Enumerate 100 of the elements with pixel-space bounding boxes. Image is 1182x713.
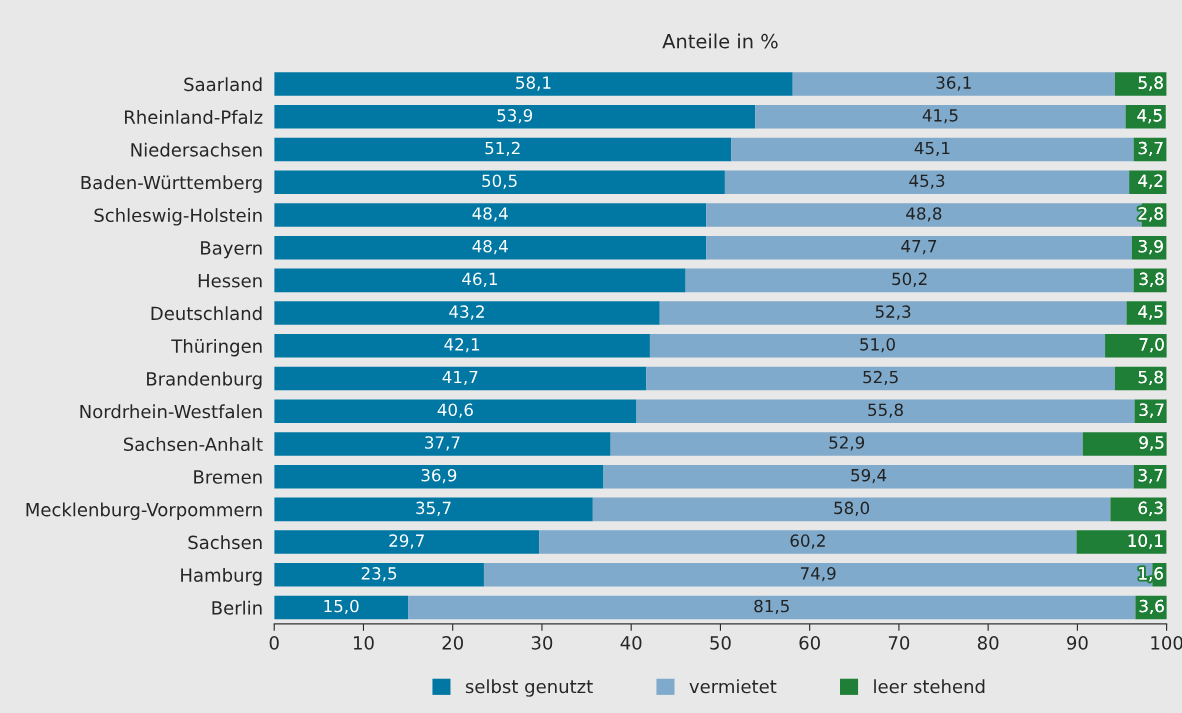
bar [274, 399, 637, 424]
y-tick-label: Sachsen-Anhalt [123, 437, 263, 452]
data-label: 45,3 [909, 174, 945, 189]
data-label: 5,8 [1138, 370, 1163, 386]
bar [274, 595, 409, 620]
bar [755, 105, 1126, 129]
x-tick-label: 90 [1067, 636, 1088, 650]
data-label: 43,2 [449, 305, 484, 320]
data-label: 3,9 [1138, 239, 1163, 255]
data-label: 4,5 [1137, 109, 1162, 124]
data-label: 41,7 [442, 370, 478, 386]
bar [274, 366, 647, 391]
data-label: 6,3 [1138, 501, 1163, 516]
data-label: 55,8 [868, 403, 903, 418]
data-label: 35,7 [416, 501, 451, 516]
data-label: 3,7 [1139, 403, 1164, 418]
legend-label: leer stehend [874, 679, 985, 694]
chart-title: Anteile in % [662, 33, 778, 49]
data-label: 50,5 [482, 174, 517, 189]
data-label: 4,2 [1138, 174, 1163, 189]
data-label: 36,1 [936, 76, 971, 91]
x-tick-label: 50 [710, 636, 731, 650]
bar [274, 72, 793, 96]
y-tick-label: Rheinland-Pfalz [125, 109, 263, 124]
bar [274, 137, 732, 162]
bar [274, 105, 756, 129]
bar [274, 203, 707, 227]
data-label: 9,5 [1139, 436, 1164, 451]
y-tick-label: Sachsen [188, 535, 262, 550]
bar [659, 301, 1127, 325]
bar [274, 563, 484, 587]
bar [274, 497, 593, 522]
data-label: 3,7 [1138, 468, 1163, 484]
y-tick-label: Schleswig-Holstein [94, 208, 262, 226]
data-label: 53,9 [497, 109, 533, 124]
data-label: 50,2 [892, 272, 927, 287]
y-tick-label: Berlin [212, 600, 262, 615]
data-label: 15,0 [324, 599, 359, 615]
data-label: 48,4 [472, 207, 508, 222]
bar [792, 72, 1115, 96]
y-tick-label: Brandenburg [147, 371, 262, 390]
bar [646, 366, 1115, 391]
legend-label: vermietet [689, 679, 777, 694]
y-tick-label: Saarland [184, 77, 262, 92]
data-label: 7,0 [1139, 338, 1164, 353]
data-label: 40,6 [437, 403, 473, 418]
data-label: 52,5 [863, 370, 898, 386]
bar [539, 530, 1077, 554]
y-tick-label: Baden-Württemberg [81, 175, 262, 193]
bar [274, 170, 725, 195]
data-label: 51,0 [860, 338, 895, 353]
bar [408, 595, 1136, 620]
data-label: 60,2 [790, 534, 825, 549]
data-label: 47,7 [901, 240, 937, 255]
bar [274, 530, 540, 554]
data-label: 37,7 [425, 436, 460, 451]
bar [274, 235, 707, 260]
x-tick-label: 40 [620, 636, 642, 650]
x-tick-label: 30 [531, 636, 553, 650]
y-tick-label: Hessen [198, 274, 262, 288]
x-tick-label: 60 [799, 636, 820, 650]
data-label: 52,3 [875, 305, 911, 320]
y-tick-label: Nordrhein-Westfalen [80, 404, 262, 419]
y-tick-label: Deutschland [151, 306, 262, 321]
legend-label: selbst genutzt [465, 679, 593, 697]
data-label: 58,1 [516, 76, 551, 91]
x-tick-label: 10 [353, 636, 374, 650]
data-label: 51,2 [485, 141, 520, 157]
data-label: 41,5 [922, 109, 958, 124]
bar [731, 137, 1134, 162]
bar [685, 268, 1134, 293]
x-tick-label: 80 [977, 636, 999, 650]
data-label: 3,6 [1139, 599, 1164, 615]
data-label: 81,5 [754, 599, 789, 615]
y-tick-label: Hamburg [181, 567, 262, 586]
data-label: 5,8 [1138, 76, 1163, 91]
data-label: 58,0 [834, 501, 870, 516]
data-label: 48,8 [906, 207, 942, 222]
x-tick-label: 20 [442, 636, 463, 650]
y-tick-label: Niedersachsen [131, 142, 262, 157]
data-label: 45,1 [914, 141, 950, 157]
x-tick-label: 0 [269, 636, 279, 650]
data-label: 23,5 [361, 567, 397, 582]
bar [706, 235, 1132, 260]
y-tick-label: Bremen [194, 470, 262, 484]
data-label: 3,8 [1139, 272, 1164, 287]
bar [274, 268, 686, 293]
data-label: 36,9 [421, 468, 457, 484]
data-label: 48,4 [472, 239, 508, 255]
data-label: 46,1 [462, 272, 497, 287]
bar [636, 399, 1135, 424]
bar [724, 170, 1130, 195]
bar [592, 497, 1111, 522]
x-tick-label: 70 [888, 636, 910, 650]
data-label: 42,1 [444, 338, 480, 353]
bar [274, 432, 611, 456]
bar [603, 464, 1134, 489]
data-label: 74,9 [800, 567, 836, 582]
y-tick-label: Mecklenburg-Vorpommern [26, 502, 262, 520]
data-label: 52,9 [829, 436, 865, 451]
